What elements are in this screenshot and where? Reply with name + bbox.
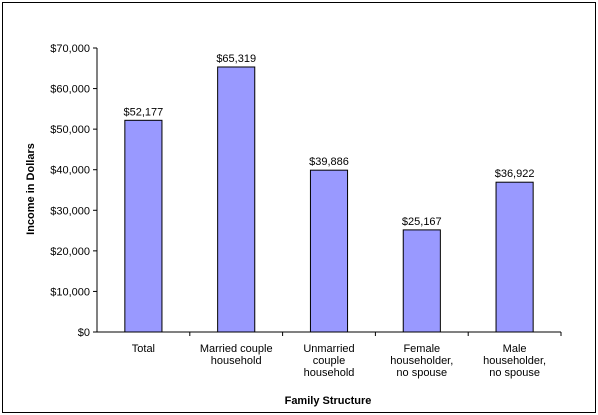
y-tick-label: $50,000 <box>50 124 90 136</box>
data-label: $36,922 <box>495 168 535 180</box>
bar <box>495 181 534 333</box>
x-axis-title: Family Structure <box>285 395 372 407</box>
y-tick-label: $20,000 <box>50 246 90 258</box>
category-label: Unmarried couple household <box>303 343 354 379</box>
y-tick-label: $0 <box>78 327 90 339</box>
data-label: $52,177 <box>124 106 164 118</box>
data-labels: $52,177 $65,319 $39,886 $25,167 $36,922 <box>124 53 535 228</box>
category-label: Female householder, no spouse <box>390 343 453 379</box>
y-axis-ticks: $0 $10,000 $20,000 $30,000 $40,000 $50,000 $60… <box>50 43 97 339</box>
y-tick-label: $70,000 <box>50 43 90 55</box>
bar <box>402 229 441 333</box>
bar <box>217 66 256 333</box>
y-tick-label: $60,000 <box>50 84 90 96</box>
y-tick-label: $30,000 <box>50 205 90 217</box>
bar <box>124 119 163 333</box>
category-labels: Total Married couple household Unmarried cou… <box>132 332 562 379</box>
y-tick-label: $40,000 <box>50 165 90 177</box>
data-label: $39,886 <box>309 156 349 168</box>
data-label: $25,167 <box>402 216 442 228</box>
category-label: Total <box>132 343 155 355</box>
y-tick-label: $10,000 <box>50 286 90 298</box>
data-label: $65,319 <box>216 53 256 65</box>
bars <box>124 66 534 333</box>
y-axis-title: Income in Dollars <box>25 143 37 235</box>
category-label: Male householder, no spouse <box>483 343 546 379</box>
bar <box>309 169 349 333</box>
category-label: Married couple household <box>200 343 273 367</box>
